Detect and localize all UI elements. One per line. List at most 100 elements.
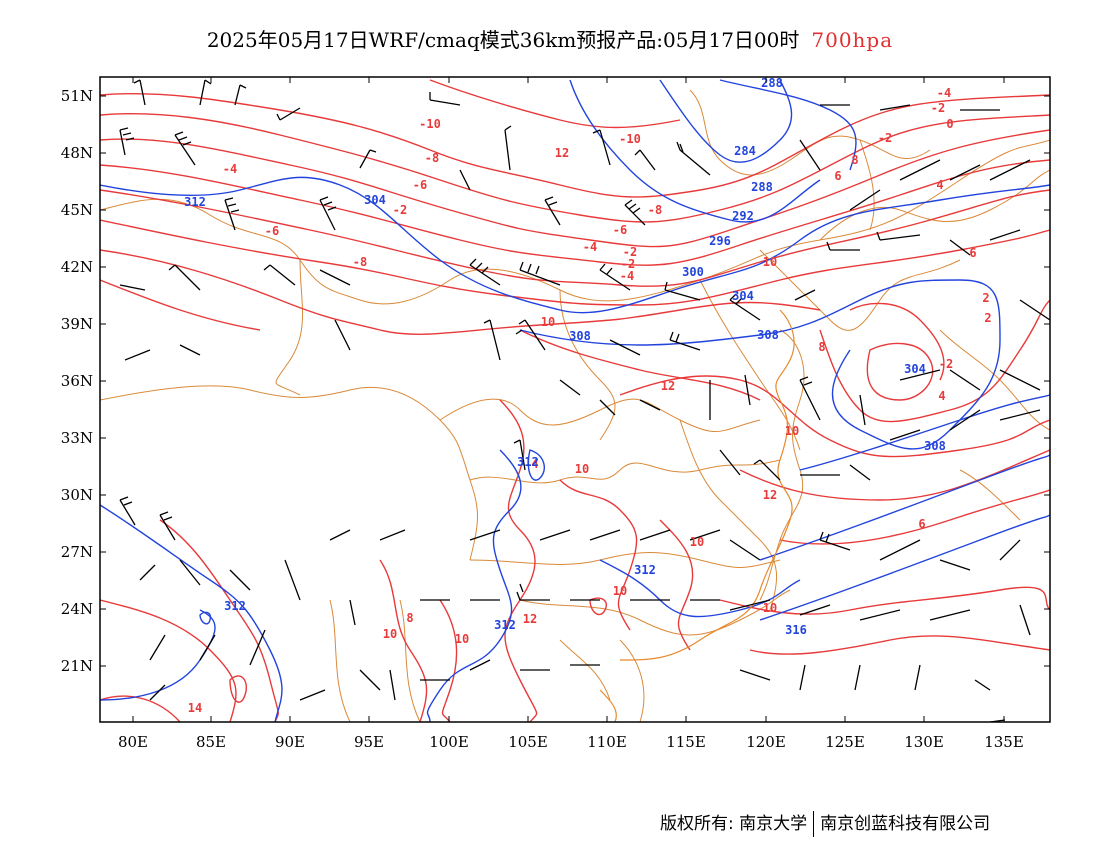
chart-title: 2025年05月17日WRF/cmaq模式36km预报产品:05月17日00时 7… <box>0 24 1100 53</box>
contour-label: 308 <box>569 329 591 343</box>
x-tick-label: 90E <box>275 733 305 751</box>
contour-label: -2 <box>393 203 407 217</box>
x-tick-label: 130E <box>904 733 944 751</box>
contour-label: -4 <box>937 86 951 100</box>
contour-label: 312 <box>517 455 539 469</box>
contour-label: 292 <box>732 209 754 223</box>
contour-label: 308 <box>757 328 779 342</box>
contour-label: 2 <box>982 291 989 305</box>
contour-label: -2 <box>931 101 945 115</box>
x-tick-label: 100E <box>429 733 469 751</box>
contour-label: 6 <box>918 517 925 531</box>
contour-label: 316 <box>785 623 807 637</box>
contour-label: -6 <box>265 224 279 238</box>
contour-label: 12 <box>523 612 537 626</box>
contour-label: 284 <box>734 144 756 158</box>
y-tick-labels: 51N 48N 45N 42N 39N 36N 33N 30N 27N 24N … <box>61 87 93 675</box>
y-tick-label: 51N <box>61 87 93 105</box>
contour-label: -2 <box>623 245 637 259</box>
contour-label: -2 <box>939 357 953 371</box>
contour-label: 10 <box>785 424 799 438</box>
contour-label: -8 <box>648 203 662 217</box>
x-tick-label: 95E <box>354 733 384 751</box>
y-tick-label: 33N <box>61 429 93 447</box>
contour-label: 12 <box>763 488 777 502</box>
pressure-level-label: 700hpa <box>811 28 894 52</box>
y-tick-label: 21N <box>61 657 93 675</box>
copyright-owner: 版权所有: 南京大学 <box>660 814 808 834</box>
contour-label: 288 <box>751 180 773 194</box>
contour-label: 10 <box>455 632 469 646</box>
x-tick-label: 110E <box>587 733 627 751</box>
x-tick-label: 85E <box>196 733 226 751</box>
contour-label: 300 <box>682 265 704 279</box>
contour-label: 0 <box>946 117 953 131</box>
y-tick-label: 42N <box>61 258 93 276</box>
contour-label: 10 <box>763 255 777 269</box>
contour-label: 4 <box>936 178 943 192</box>
contour-label: -8 <box>353 255 367 269</box>
borders-layer <box>100 89 1050 722</box>
contour-label: 10 <box>541 315 555 329</box>
contour-label: 10 <box>613 584 627 598</box>
contour-label: -2 <box>621 257 635 271</box>
x-tick-label: 120E <box>746 733 786 751</box>
contour-label: 14 <box>188 701 202 715</box>
y-tick-label: 45N <box>61 201 93 219</box>
contour-label: 6 <box>834 169 841 183</box>
contour-label: 312 <box>224 599 246 613</box>
copyright-company: 南京创蓝科技有限公司 <box>820 814 991 834</box>
coastline <box>599 309 795 722</box>
temperature-labels: -4 -2 0 -2 -10 -10 -8 -6 -4 -2 -8 -6 -4 … <box>188 86 992 715</box>
y-axis <box>100 95 1050 667</box>
contour-label: 4 <box>531 457 538 471</box>
contour-label: 10 <box>383 627 397 641</box>
contour-label: 312 <box>634 563 656 577</box>
y-tick-label: 30N <box>61 486 93 504</box>
contour-label: -6 <box>613 223 627 237</box>
contour-label: 296 <box>709 234 731 248</box>
contour-label: 288 <box>761 76 783 90</box>
geopotential-contours <box>100 79 1050 722</box>
contour-label: 12 <box>555 146 569 160</box>
contour-label: 308 <box>924 439 946 453</box>
contour-label: 304 <box>364 193 386 207</box>
contour-label: 4 <box>938 389 945 403</box>
y-tick-label: 36N <box>61 372 93 390</box>
contour-label: 312 <box>494 618 516 632</box>
x-tick-labels: 80E 85E 90E 95E 100E 105E 110E 115E 120E… <box>118 733 1024 751</box>
contour-label: -4 <box>620 269 634 283</box>
copyright-footer: 版权所有: 南京大学 南京创蓝科技有限公司 <box>660 809 990 837</box>
y-tick-label: 24N <box>61 600 93 618</box>
contour-label: 2 <box>984 311 991 325</box>
contour-label: 10 <box>575 462 589 476</box>
contour-label: 8 <box>851 153 858 167</box>
x-tick-label: 105E <box>508 733 548 751</box>
contour-label: 10 <box>763 601 777 615</box>
wind-barbs <box>119 79 1050 722</box>
x-tick-label: 135E <box>984 733 1024 751</box>
y-tick-label: 48N <box>61 144 93 162</box>
x-tick-label: 115E <box>666 733 706 751</box>
geopotential-labels: 288 284 288 292 296 300 304 304 308 308 … <box>184 76 946 637</box>
contour-label: 10 <box>690 535 704 549</box>
footer-divider <box>813 811 815 837</box>
contour-label: 8 <box>406 611 413 625</box>
contour-label: 304 <box>904 362 926 376</box>
y-tick-label: 27N <box>61 543 93 561</box>
contour-label: -4 <box>583 240 597 254</box>
contour-label: 8 <box>818 340 825 354</box>
y-tick-label: 39N <box>61 315 93 333</box>
plot-frame <box>99 76 1051 723</box>
x-tick-label: 125E <box>825 733 865 751</box>
contour-label: -8 <box>425 151 439 165</box>
contour-label: -6 <box>413 178 427 192</box>
title-text: 2025年05月17日WRF/cmaq模式36km预报产品:05月17日00时 <box>206 28 800 52</box>
x-axis <box>132 77 1005 722</box>
contour-label: -4 <box>223 162 237 176</box>
x-tick-label: 80E <box>118 733 148 751</box>
contour-label: 12 <box>661 379 675 393</box>
contour-label: 6 <box>969 246 976 260</box>
contour-label: 304 <box>732 289 754 303</box>
